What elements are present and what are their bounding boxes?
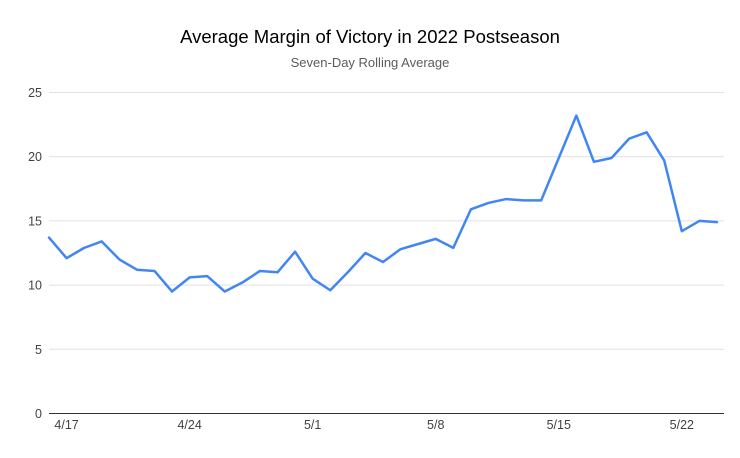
x-tick-label: 5/15: [547, 418, 571, 432]
data-line-series: [47, 114, 719, 293]
x-tick-label: 4/24: [177, 418, 201, 432]
x-tick-label: 5/8: [427, 418, 444, 432]
y-tick-label: 20: [28, 150, 42, 164]
y-tick-label: 25: [28, 86, 42, 100]
chart-subtitle: Seven-Day Rolling Average: [290, 55, 450, 70]
x-tick-label: 5/1: [304, 418, 321, 432]
chart-title: Average Margin of Victory in 2022 Postse…: [180, 26, 560, 47]
y-tick-label: 10: [28, 279, 42, 293]
x-tick-label: 4/17: [54, 418, 78, 432]
x-tick-label: 5/22: [670, 418, 694, 432]
y-tick-label: 15: [28, 214, 42, 228]
y-tick-label: 5: [35, 343, 42, 357]
y-tick-label: 0: [35, 407, 42, 421]
